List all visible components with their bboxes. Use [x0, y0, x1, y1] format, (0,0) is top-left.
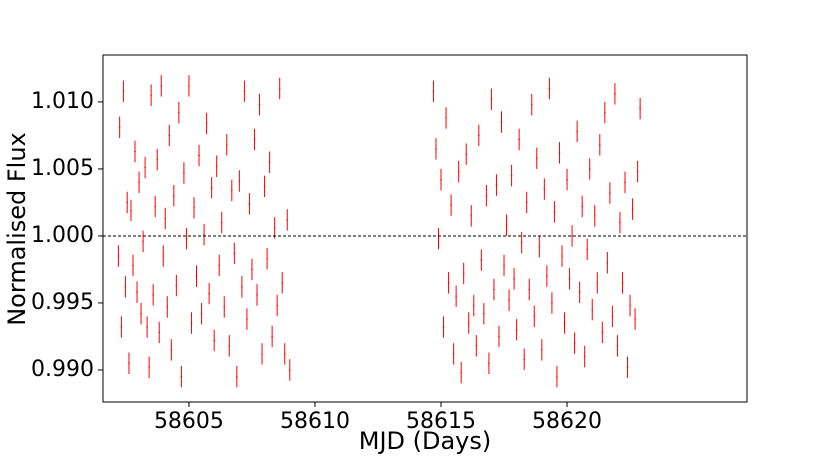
x-axis-label: MJD (Days) [359, 427, 492, 455]
x-tick-label: 58610 [280, 409, 350, 434]
plot-frame [102, 54, 748, 403]
y-tick-label: 0.990 [31, 357, 94, 382]
x-tick-label: 58620 [532, 409, 602, 434]
y-tick-label: 0.995 [31, 290, 94, 315]
x-tick-label: 58615 [406, 409, 476, 434]
y-tick-label: 1.005 [31, 156, 94, 181]
y-tick-label: 1.000 [31, 223, 94, 248]
y-tick-label: 1.010 [31, 89, 94, 114]
x-tick-label: 58605 [154, 409, 224, 434]
y-axis-label: Normalised Flux [3, 132, 31, 326]
